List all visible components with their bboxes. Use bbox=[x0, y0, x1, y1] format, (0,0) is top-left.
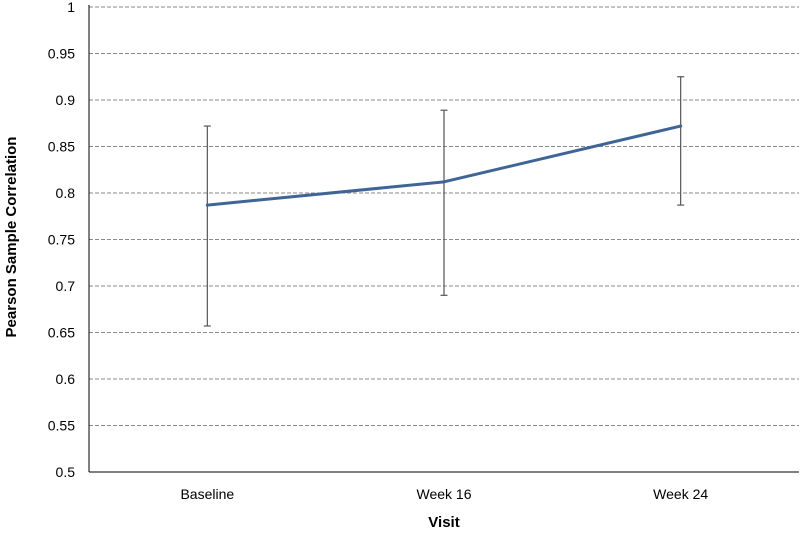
y-tick-label: 1 bbox=[67, 0, 75, 15]
y-tick-label: 0.5 bbox=[56, 464, 76, 480]
y-tick-label: 0.9 bbox=[56, 92, 76, 108]
y-tick-label: 0.7 bbox=[56, 278, 76, 294]
error-bar bbox=[203, 125, 211, 327]
x-tick-label: Week 24 bbox=[653, 486, 708, 502]
error-bar bbox=[677, 76, 685, 206]
y-tick-label: 0.85 bbox=[48, 139, 75, 155]
x-axis-title: Visit bbox=[428, 514, 459, 531]
x-tick-label: Baseline bbox=[180, 486, 234, 502]
error-bars bbox=[203, 76, 685, 327]
y-tick-label: 0.75 bbox=[48, 232, 75, 248]
error-bar bbox=[440, 109, 448, 296]
x-tick-labels: Baseline Week 16 Week 24 bbox=[180, 486, 708, 502]
axes bbox=[88, 5, 799, 473]
data-point bbox=[442, 180, 446, 184]
y-tick-labels: 0.5 0.55 0.6 0.65 0.7 0.75 0.8 0.85 0.9 0.95 1 bbox=[48, 0, 75, 480]
x-tick-label: Week 16 bbox=[417, 486, 472, 502]
y-tick-label: 0.55 bbox=[48, 418, 75, 434]
data-point bbox=[679, 124, 683, 128]
data-point bbox=[205, 203, 209, 207]
y-tick-label: 0.8 bbox=[56, 185, 76, 201]
y-axis-title: Pearson Sample Correlation bbox=[3, 137, 20, 338]
y-tick-label: 0.65 bbox=[48, 325, 75, 341]
series-lines bbox=[205, 124, 683, 207]
y-tick-label: 0.6 bbox=[56, 371, 76, 387]
y-tick-label: 0.95 bbox=[48, 46, 75, 62]
